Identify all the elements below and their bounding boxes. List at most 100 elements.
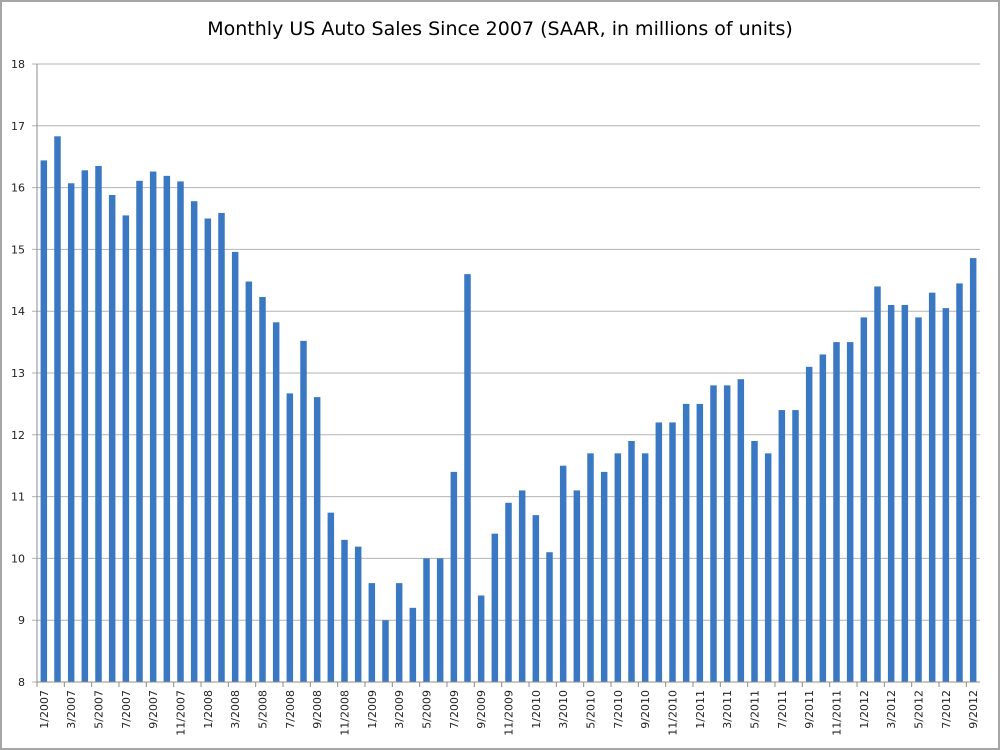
x-tick-label: 7/2009 xyxy=(448,690,461,729)
x-tick-label: 9/2009 xyxy=(475,690,488,729)
bar xyxy=(669,422,676,682)
bar xyxy=(54,136,61,682)
bar xyxy=(108,195,116,683)
y-tick-label: 12 xyxy=(11,429,25,442)
x-tick-label: 5/2010 xyxy=(585,690,598,729)
bar xyxy=(95,165,102,683)
bar xyxy=(600,471,608,682)
bar xyxy=(190,201,198,683)
y-tick-label: 9 xyxy=(18,614,25,627)
y-tick-label: 11 xyxy=(11,491,25,504)
bar xyxy=(382,620,389,682)
bar xyxy=(149,171,157,683)
bar xyxy=(204,218,212,682)
bar xyxy=(546,552,553,682)
bar xyxy=(505,502,512,682)
bar xyxy=(532,515,540,682)
bar xyxy=(846,342,854,682)
bar xyxy=(136,180,143,682)
x-tick-label: 11/2007 xyxy=(175,690,188,736)
y-tick-label: 10 xyxy=(11,552,25,565)
bar xyxy=(409,607,417,682)
y-tick-label: 16 xyxy=(11,182,25,195)
bar xyxy=(300,340,307,682)
bar xyxy=(477,595,485,682)
bar xyxy=(231,251,239,682)
x-tick-label: 9/2011 xyxy=(803,690,816,729)
x-tick-label: 11/2008 xyxy=(339,690,352,736)
x-tick-label: 5/2008 xyxy=(257,690,270,729)
bar xyxy=(696,403,704,682)
bar xyxy=(887,305,895,682)
bar xyxy=(272,322,280,682)
x-tick-label: 7/2012 xyxy=(940,690,953,729)
bar xyxy=(573,490,581,682)
bar xyxy=(764,453,772,682)
bar xyxy=(464,274,471,682)
bar xyxy=(122,215,130,682)
bar xyxy=(942,308,950,682)
y-axis: 8 9 10 11 12 13 14 15 16 17 18 xyxy=(11,58,38,689)
bar xyxy=(81,170,89,682)
x-tick-label: 5/2007 xyxy=(93,690,106,729)
x-tick-label: 9/2008 xyxy=(311,690,324,729)
x-tick-label: 7/2011 xyxy=(776,690,789,729)
x-tick-label: 9/2010 xyxy=(639,690,652,729)
bar xyxy=(40,160,48,682)
bar xyxy=(259,296,266,682)
bar xyxy=(423,558,430,682)
x-tick-label: 3/2007 xyxy=(65,690,78,729)
bar xyxy=(286,393,294,682)
bar xyxy=(245,281,253,682)
bar xyxy=(778,410,786,682)
x-tick-label: 3/2010 xyxy=(557,690,570,729)
y-tick-label: 18 xyxy=(11,58,25,71)
bar xyxy=(491,533,499,682)
x-axis: 1/2007 3/2007 5/2007 7/2007 9/2007 11/2007 1/2… xyxy=(36,681,980,736)
x-tick-label: 1/2007 xyxy=(38,690,51,729)
bar xyxy=(450,471,458,682)
bar xyxy=(341,539,348,682)
bar xyxy=(805,366,813,682)
x-tick-label: 11/2011 xyxy=(831,690,844,736)
bar xyxy=(641,453,649,682)
bar xyxy=(518,490,526,682)
bar xyxy=(655,422,663,682)
bar xyxy=(956,283,963,682)
bar xyxy=(614,453,622,682)
chart-title: Monthly US Auto Sales Since 2007 (SAAR, … xyxy=(207,18,793,40)
x-tick-label: 1/2011 xyxy=(694,690,707,729)
x-tick-label: 3/2012 xyxy=(885,690,898,729)
bar xyxy=(710,385,717,682)
bar xyxy=(436,558,444,682)
x-tick-label: 3/2009 xyxy=(393,690,406,729)
bar xyxy=(587,453,594,682)
x-tick-label: 5/2012 xyxy=(913,690,926,729)
bar xyxy=(860,317,868,682)
x-tick-label: 3/2008 xyxy=(229,690,242,729)
x-tick-label: 11/2009 xyxy=(503,690,516,736)
y-tick-label: 8 xyxy=(18,676,25,689)
x-tick-label: 1/2009 xyxy=(366,690,379,729)
x-tick-label: 1/2008 xyxy=(202,690,215,729)
x-tick-label: 3/2011 xyxy=(721,690,734,729)
bar xyxy=(928,292,936,682)
bar xyxy=(874,286,881,682)
x-tick-label: 5/2011 xyxy=(749,690,762,729)
bar xyxy=(327,512,335,682)
bars xyxy=(40,136,977,683)
y-tick-label: 14 xyxy=(11,305,25,318)
x-tick-label: 7/2007 xyxy=(120,690,133,729)
bar xyxy=(915,317,922,682)
bar xyxy=(833,342,840,682)
bar xyxy=(177,181,184,683)
x-tick-label: 9/2012 xyxy=(967,690,980,729)
bar xyxy=(67,183,75,683)
x-tick-label: 9/2007 xyxy=(147,690,160,729)
y-tick-label: 17 xyxy=(11,120,25,133)
x-tick-label: 11/2010 xyxy=(667,690,680,736)
y-tick-label: 15 xyxy=(11,243,25,256)
x-tick-label: 1/2010 xyxy=(530,690,543,729)
x-tick-label: 1/2012 xyxy=(858,690,871,729)
